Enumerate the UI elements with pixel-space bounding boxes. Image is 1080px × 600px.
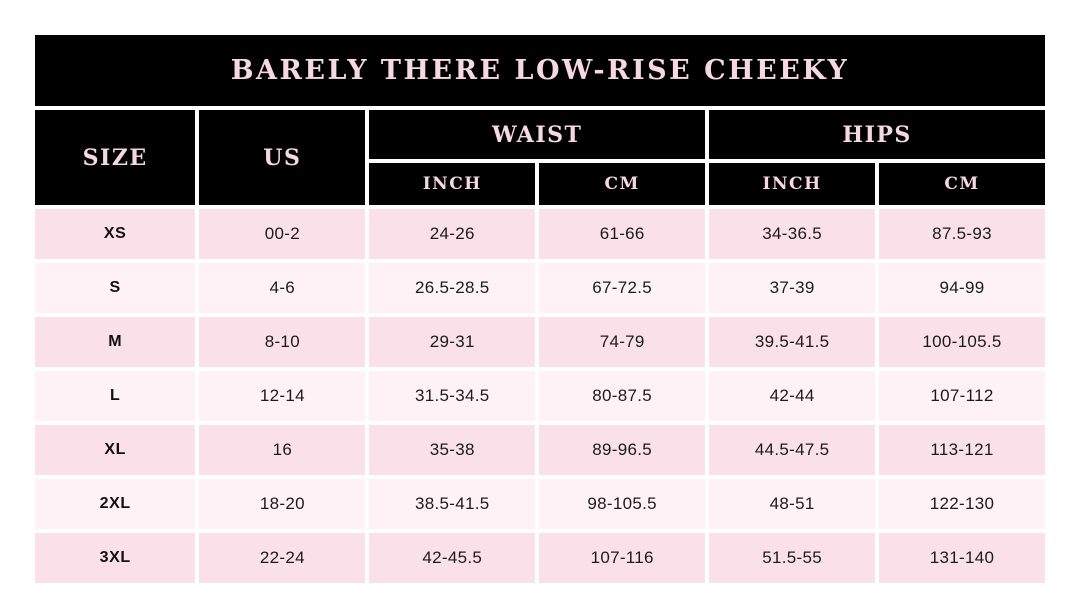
- size-value: 3XL: [35, 533, 196, 583]
- hips-inch-value: 51.5-55: [709, 533, 876, 583]
- us-value: 16: [199, 425, 366, 475]
- chart-title: BARELY THERE LOW-RISE CHEEKY: [35, 35, 1045, 106]
- col-header-us: US: [199, 110, 366, 205]
- size-value: L: [35, 371, 196, 421]
- hips-inch-value: 39.5-41.5: [709, 317, 876, 367]
- us-value: 22-24: [199, 533, 366, 583]
- table-row-m: M 8-10 29-31 74-79 39.5-41.5 100-105.5: [35, 317, 1045, 367]
- waist-inch-value: 26.5-28.5: [369, 263, 536, 313]
- size-chart-table: BARELY THERE LOW-RISE CHEEKY SIZE US WAI…: [31, 31, 1049, 587]
- waist-cm-value: 89-96.5: [539, 425, 706, 475]
- hips-inch-value: 37-39: [709, 263, 876, 313]
- us-value: 18-20: [199, 479, 366, 529]
- col-header-waist: WAIST: [369, 110, 706, 160]
- hips-cm-value: 100-105.5: [879, 317, 1045, 367]
- table-row-2xl: 2XL 18-20 38.5-41.5 98-105.5 48-51 122-1…: [35, 479, 1045, 529]
- col-header-hips-inch: INCH: [709, 163, 876, 205]
- col-header-hips: HIPS: [709, 110, 1045, 160]
- hips-cm-value: 113-121: [879, 425, 1045, 475]
- table-row-s: S 4-6 26.5-28.5 67-72.5 37-39 94-99: [35, 263, 1045, 313]
- title-row: BARELY THERE LOW-RISE CHEEKY: [35, 35, 1045, 106]
- waist-cm-value: 61-66: [539, 209, 706, 259]
- col-header-waist-cm: CM: [539, 163, 706, 205]
- col-header-waist-inch: INCH: [369, 163, 536, 205]
- hips-inch-value: 44.5-47.5: [709, 425, 876, 475]
- size-chart: BARELY THERE LOW-RISE CHEEKY SIZE US WAI…: [31, 31, 1049, 587]
- hips-cm-value: 122-130: [879, 479, 1045, 529]
- waist-cm-value: 74-79: [539, 317, 706, 367]
- header-row-main: SIZE US WAIST HIPS: [35, 110, 1045, 205]
- us-value: 00-2: [199, 209, 366, 259]
- hips-cm-value: 87.5-93: [879, 209, 1045, 259]
- waist-inch-value: 29-31: [369, 317, 536, 367]
- waist-cm-value: 67-72.5: [539, 263, 706, 313]
- size-value: 2XL: [35, 479, 196, 529]
- hips-cm-value: 131-140: [879, 533, 1045, 583]
- waist-inch-value: 42-45.5: [369, 533, 536, 583]
- table-row-3xl: 3XL 22-24 42-45.5 107-116 51.5-55 131-14…: [35, 533, 1045, 583]
- size-value: XS: [35, 209, 196, 259]
- size-value: S: [35, 263, 196, 313]
- col-header-size: SIZE: [35, 110, 196, 205]
- us-value: 4-6: [199, 263, 366, 313]
- waist-inch-value: 24-26: [369, 209, 536, 259]
- col-header-hips-cm: CM: [879, 163, 1045, 205]
- size-value: XL: [35, 425, 196, 475]
- waist-inch-value: 31.5-34.5: [369, 371, 536, 421]
- hips-inch-value: 48-51: [709, 479, 876, 529]
- hips-inch-value: 42-44: [709, 371, 876, 421]
- size-value: M: [35, 317, 196, 367]
- table-row-xs: XS 00-2 24-26 61-66 34-36.5 87.5-93: [35, 209, 1045, 259]
- waist-cm-value: 107-116: [539, 533, 706, 583]
- waist-inch-value: 38.5-41.5: [369, 479, 536, 529]
- us-value: 8-10: [199, 317, 366, 367]
- waist-inch-value: 35-38: [369, 425, 536, 475]
- hips-cm-value: 107-112: [879, 371, 1045, 421]
- table-row-xl: XL 16 35-38 89-96.5 44.5-47.5 113-121: [35, 425, 1045, 475]
- table-row-l: L 12-14 31.5-34.5 80-87.5 42-44 107-112: [35, 371, 1045, 421]
- hips-inch-value: 34-36.5: [709, 209, 876, 259]
- hips-cm-value: 94-99: [879, 263, 1045, 313]
- waist-cm-value: 98-105.5: [539, 479, 706, 529]
- us-value: 12-14: [199, 371, 366, 421]
- waist-cm-value: 80-87.5: [539, 371, 706, 421]
- header-row-units: INCH CM INCH CM: [35, 163, 1045, 205]
